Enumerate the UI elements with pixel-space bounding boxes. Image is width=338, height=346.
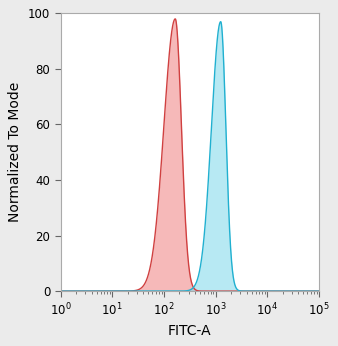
X-axis label: FITC-A: FITC-A <box>168 324 212 338</box>
Y-axis label: Normalized To Mode: Normalized To Mode <box>8 82 22 222</box>
